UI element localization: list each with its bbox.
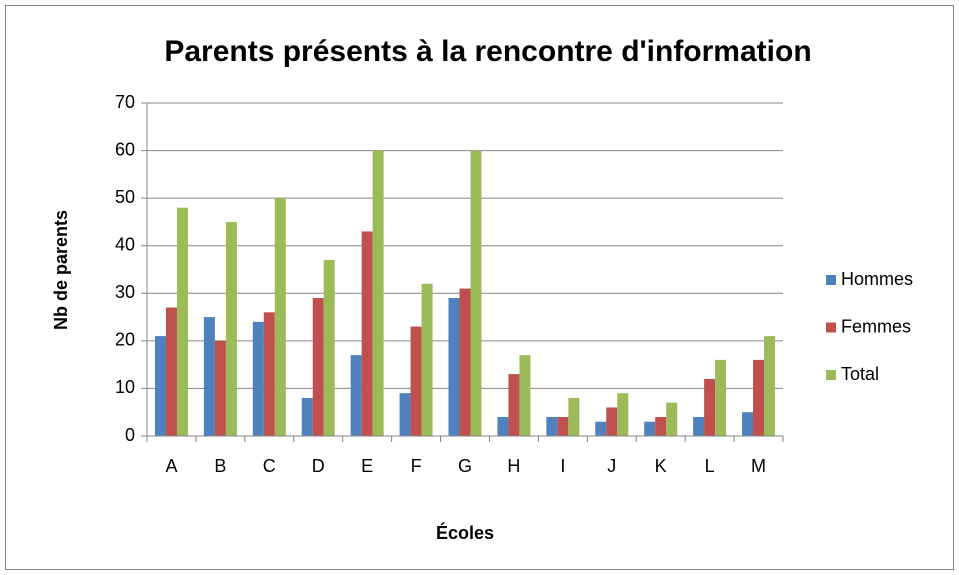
bar	[655, 416, 667, 436]
y-axis-label: Nb de parents	[51, 210, 71, 330]
bar	[323, 259, 335, 436]
bar	[753, 359, 765, 436]
x-tick-label: H	[507, 456, 520, 476]
bar	[399, 393, 411, 436]
x-tick-label: A	[165, 456, 177, 476]
bar	[742, 412, 754, 436]
bar	[508, 374, 520, 436]
bar	[274, 198, 286, 436]
x-tick-label: G	[458, 456, 472, 476]
legend-swatch	[826, 275, 836, 285]
bar	[568, 397, 580, 436]
bar	[617, 393, 629, 436]
x-axis-label: Écoles	[436, 522, 494, 543]
y-tick-label: 70	[115, 92, 135, 112]
y-tick-label: 30	[115, 282, 135, 302]
chart-title: Parents présents à la rencontre d'inform…	[164, 35, 811, 68]
legend-label: Femmes	[841, 316, 911, 336]
y-tick-label: 10	[115, 377, 135, 397]
bar	[203, 317, 215, 436]
bar	[301, 397, 313, 436]
bar	[361, 231, 373, 436]
bar	[263, 312, 275, 436]
x-tick-label: C	[263, 456, 276, 476]
bar	[459, 288, 471, 436]
bar	[519, 355, 531, 436]
x-tick-label: B	[214, 456, 226, 476]
bar	[644, 421, 656, 436]
bar	[410, 326, 422, 436]
bar	[704, 378, 716, 436]
bar	[764, 336, 776, 436]
bar	[557, 416, 569, 436]
legend-swatch	[826, 370, 836, 380]
y-tick-label: 0	[125, 425, 135, 445]
x-tick-label: I	[560, 456, 565, 476]
x-tick-label: F	[411, 456, 422, 476]
bar	[546, 416, 558, 436]
bar	[252, 321, 264, 436]
bar	[214, 340, 226, 436]
bar	[312, 298, 324, 436]
bar	[715, 359, 727, 436]
bar	[448, 298, 460, 436]
y-tick-label: 50	[115, 187, 135, 207]
x-tick-label: M	[751, 456, 766, 476]
bar	[176, 207, 188, 436]
bar	[666, 402, 678, 436]
bar	[165, 307, 177, 436]
bar	[421, 283, 433, 436]
bar	[470, 150, 482, 437]
y-tick-label: 60	[115, 139, 135, 159]
legend-label: Hommes	[841, 269, 913, 289]
bar	[350, 355, 362, 436]
bar	[372, 150, 384, 437]
bar	[693, 416, 705, 436]
bar	[595, 421, 607, 436]
bar	[497, 416, 509, 436]
x-tick-label: J	[607, 456, 616, 476]
legend-swatch	[826, 322, 836, 333]
x-tick-label: E	[361, 456, 373, 476]
x-tick-label: L	[705, 456, 715, 476]
x-tick-label: D	[312, 456, 325, 476]
y-tick-label: 40	[115, 234, 135, 254]
y-tick-label: 20	[115, 330, 135, 350]
legend-label: Total	[841, 364, 879, 384]
x-tick-label: K	[655, 456, 667, 476]
bar	[225, 221, 237, 436]
bar	[154, 336, 166, 436]
bar	[606, 407, 618, 436]
